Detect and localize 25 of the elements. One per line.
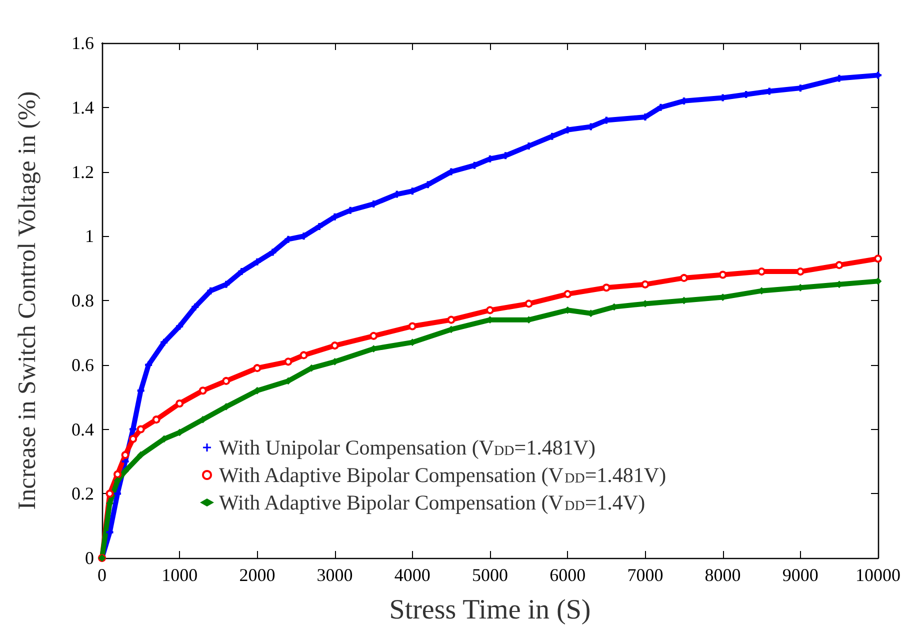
x-tick-label: 5000	[472, 565, 508, 585]
x-tick-label: 0	[98, 565, 106, 585]
x-tick-label: 3000	[316, 565, 353, 585]
legend-label: With Adaptive Bipolar Compensation (VDD=1.4V)	[219, 490, 646, 514]
x-tick-label: 10000	[856, 565, 900, 585]
y-tick-label: 0.2	[72, 484, 94, 504]
y-tick-label: 0.4	[72, 419, 94, 440]
y-tick-label: 0	[85, 548, 94, 568]
x-tick-label: 4000	[394, 565, 430, 585]
x-tick-label: 2000	[239, 565, 276, 585]
y-axis-title: Increase in Switch Control Voltage in (%)	[14, 91, 41, 510]
x-axis-title: Stress Time in (S)	[389, 594, 591, 626]
y-tick-label: 1.6	[72, 33, 94, 53]
y-tick-label: 1.2	[72, 162, 94, 182]
x-tick-label: 8000	[704, 565, 741, 585]
x-tick-label: 9000	[782, 565, 818, 585]
x-tick-label: 7000	[627, 565, 664, 585]
x-tick-label: 6000	[550, 565, 586, 585]
legend-label: With Adaptive Bipolar Compensation (VDD=1.481V)	[219, 463, 666, 487]
y-tick-label: 1	[85, 226, 94, 246]
x-tick-label: 1000	[162, 565, 198, 585]
y-tick-label: 0.8	[72, 290, 94, 310]
y-tick-label: 1.4	[72, 97, 94, 118]
legend-label: With Unipolar Compensation (VDD=1.481V)	[219, 436, 596, 460]
y-tick-label: 0.6	[72, 354, 94, 375]
